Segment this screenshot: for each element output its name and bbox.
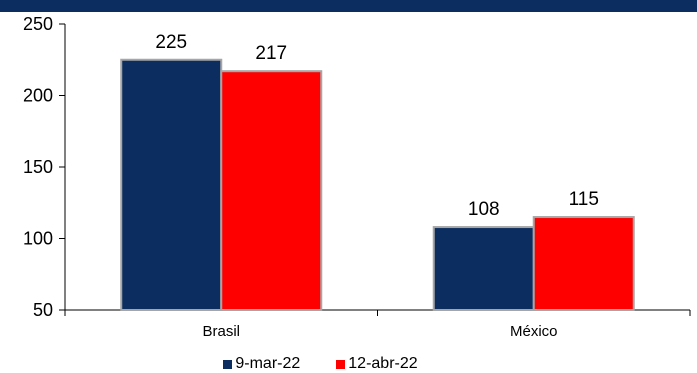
data-label: 217 <box>255 43 287 64</box>
bar-mxico-series-2 <box>532 216 635 311</box>
bar-mxico-series-1 <box>432 226 535 311</box>
data-label: 108 <box>468 199 500 220</box>
y-tick-label: 50 <box>33 300 53 320</box>
data-label: 225 <box>155 32 187 53</box>
category-label: Brasil <box>202 323 240 340</box>
legend-label-series-2: 12-abr-22 <box>348 355 418 372</box>
category-label: México <box>510 323 558 340</box>
legend: 9-mar-22 12-abr-22 <box>0 354 697 373</box>
y-tick-label: 250 <box>23 14 53 34</box>
bar-brasil-series-2 <box>220 70 323 311</box>
legend-item-series-1: 9-mar-22 <box>223 355 300 373</box>
bar-chart: 50 100 150 200 250 225 217 Brasil 108 115 México <box>23 14 691 340</box>
legend-label-series-1: 9-mar-22 <box>235 355 301 372</box>
y-tick-label: 200 <box>23 86 53 106</box>
legend-item-series-2: 12-abr-22 <box>336 355 418 373</box>
legend-swatch-series-1 <box>223 359 233 369</box>
y-tick-label: 150 <box>23 157 53 177</box>
title-band <box>0 0 697 12</box>
data-label: 115 <box>569 189 599 210</box>
y-tick-label: 100 <box>23 229 53 249</box>
bar-brasil-series-1 <box>120 58 223 311</box>
legend-swatch-series-2 <box>336 359 346 369</box>
